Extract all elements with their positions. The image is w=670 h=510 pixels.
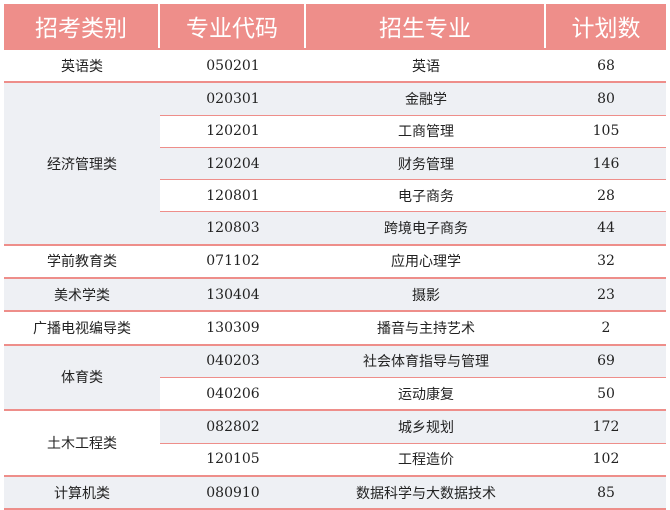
category-cell: 计算机类 <box>4 476 160 509</box>
major-cell: 财务管理 <box>306 147 546 180</box>
code-cell: 080910 <box>160 476 306 509</box>
code-cell: 120105 <box>206 451 260 468</box>
header-major: 招生专业 <box>306 4 546 48</box>
table-row: 040206 运动康复 50 <box>160 376 666 409</box>
code-cell: 040203 <box>160 345 306 377</box>
code-cell: 120204 <box>160 147 306 180</box>
category-cell: 英语类 <box>61 58 103 75</box>
code-cell: 130309 <box>206 320 260 337</box>
major-cell: 播音与主持艺术 <box>377 321 475 338</box>
table-row: 120803 跨境电子商务 44 <box>160 211 666 244</box>
group-rows: 080910 数据科学与大数据技术 85 <box>160 476 666 509</box>
group-rows: 050201 英语 68 <box>160 50 666 81</box>
plan-cell: 102 <box>592 451 620 468</box>
plan-cell: 105 <box>592 123 620 140</box>
major-cell: 数据科学与大数据技术 <box>306 476 546 509</box>
major-cell: 运动康复 <box>398 386 454 403</box>
category-cell: 体育类 <box>4 345 160 410</box>
table-row: 130309 播音与主持艺术 2 <box>160 312 666 343</box>
table-row: 120105 工程造价 102 <box>160 442 666 475</box>
major-cell: 社会体育指导与管理 <box>306 345 546 377</box>
table-row: 120201 工商管理 105 <box>160 114 666 147</box>
admissions-table: 招考类别 专业代码 招生专业 计划数 英语类 050201 英语 68 经济管理类 020… <box>4 4 666 510</box>
header-plan: 计划数 <box>546 4 666 48</box>
code-cell: 040206 <box>206 385 260 402</box>
plan-cell: 80 <box>546 83 666 115</box>
code-cell: 120803 <box>160 212 306 244</box>
category-cell: 学前教育类 <box>47 254 117 271</box>
plan-cell: 44 <box>546 212 666 244</box>
plan-cell: 32 <box>597 253 615 270</box>
table-row: 082802 城乡规划 172 <box>160 411 666 443</box>
major-cell: 英语 <box>412 58 440 75</box>
plan-cell: 146 <box>546 147 666 180</box>
group-rows: 040203 社会体育指导与管理 69 040206 运动康复 50 <box>160 345 666 410</box>
plan-cell: 85 <box>546 476 666 509</box>
category-group: 土木工程类 082802 城乡规划 172 120105 工程造价 102 <box>4 409 666 475</box>
category-group: 广播电视编导类 130309 播音与主持艺术 2 <box>4 310 666 343</box>
category-cell: 经济管理类 <box>4 83 160 244</box>
group-rows: 130309 播音与主持艺术 2 <box>160 312 666 343</box>
table-row: 130404 摄影 23 <box>160 279 666 311</box>
code-cell: 082802 <box>160 411 306 443</box>
table-row: 050201 英语 68 <box>160 50 666 81</box>
category-cell: 土木工程类 <box>47 436 117 453</box>
table-row: 071102 应用心理学 32 <box>160 246 666 277</box>
table-row: 080910 数据科学与大数据技术 85 <box>160 476 666 509</box>
major-cell: 金融学 <box>306 83 546 115</box>
major-cell: 摄影 <box>306 279 546 311</box>
major-cell: 工程造价 <box>398 452 454 469</box>
group-rows: 020301 金融学 80 120201 工商管理 105 120204 财务管理 146 120… <box>160 83 666 244</box>
category-group: 学前教育类 071102 应用心理学 32 <box>4 243 666 277</box>
category-group: 计算机类 080910 数据科学与大数据技术 85 <box>4 474 666 509</box>
category-group: 英语类 050201 英语 68 <box>4 48 666 81</box>
code-cell: 050201 <box>206 57 260 74</box>
plan-cell: 50 <box>597 385 615 402</box>
group-rows: 082802 城乡规划 172 120105 工程造价 102 <box>160 411 666 475</box>
category-cell: 美术学类 <box>4 279 160 311</box>
plan-cell: 23 <box>546 279 666 311</box>
plan-cell: 69 <box>546 345 666 377</box>
plan-cell: 68 <box>597 57 615 74</box>
table-row: 040203 社会体育指导与管理 69 <box>160 345 666 377</box>
table-row: 020301 金融学 80 <box>160 83 666 115</box>
group-rows: 130404 摄影 23 <box>160 279 666 311</box>
category-group: 经济管理类 020301 金融学 80 120201 工商管理 105 120204 财务管理 1… <box>4 81 666 244</box>
plan-cell: 28 <box>597 187 615 204</box>
major-cell: 跨境电子商务 <box>306 212 546 244</box>
major-cell: 电子商务 <box>398 188 454 205</box>
plan-cell: 2 <box>601 320 611 337</box>
group-rows: 071102 应用心理学 32 <box>160 246 666 277</box>
major-cell: 工商管理 <box>398 124 454 141</box>
category-cell: 广播电视编导类 <box>33 321 131 338</box>
major-cell: 城乡规划 <box>306 411 546 443</box>
category-group: 美术学类 130404 摄影 23 <box>4 277 666 311</box>
table-row: 120204 财务管理 146 <box>160 146 666 180</box>
code-cell: 120201 <box>206 123 260 140</box>
major-cell: 应用心理学 <box>391 254 461 271</box>
table-body: 英语类 050201 英语 68 经济管理类 020301 金融学 80 120201 工商管理 1… <box>4 48 666 510</box>
code-cell: 071102 <box>206 253 260 270</box>
code-cell: 130404 <box>160 279 306 311</box>
header-code: 专业代码 <box>160 4 306 48</box>
table-header: 招考类别 专业代码 招生专业 计划数 <box>4 4 666 48</box>
code-cell: 120801 <box>206 187 260 204</box>
code-cell: 020301 <box>160 83 306 115</box>
table-row: 120801 电子商务 28 <box>160 179 666 211</box>
header-category: 招考类别 <box>4 4 160 48</box>
plan-cell: 172 <box>546 411 666 443</box>
category-group: 体育类 040203 社会体育指导与管理 69 040206 运动康复 50 <box>4 343 666 410</box>
